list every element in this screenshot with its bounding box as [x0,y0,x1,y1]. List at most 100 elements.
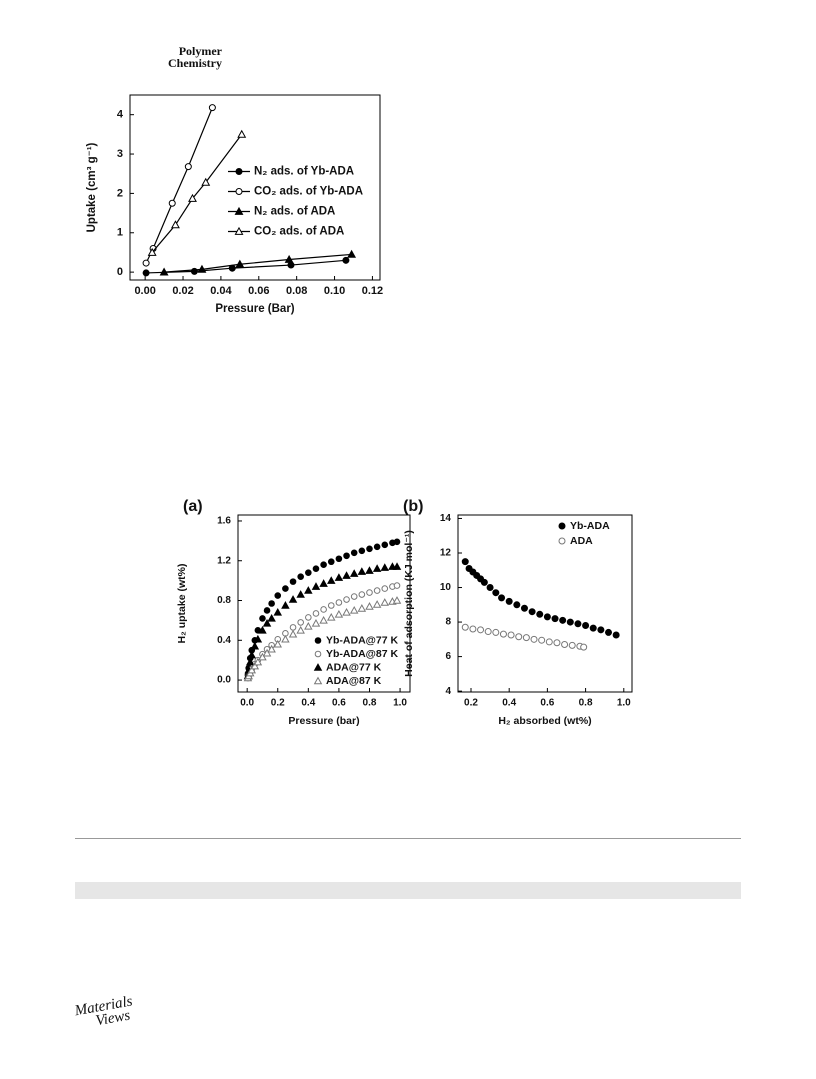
data-point [350,593,358,600]
data-point [147,247,157,256]
data-point [142,269,150,277]
data-point [343,596,350,603]
data-point [289,578,297,585]
data-point [208,104,216,112]
x-tick-label: 0.04 [210,285,232,297]
data-point [350,549,358,557]
legend-label: ADA@87 K [326,675,382,687]
data-point [296,590,305,598]
data-point [253,657,263,666]
legend-marker [235,168,243,175]
data-point [366,589,373,596]
data-point [247,650,257,659]
data-point [499,630,507,638]
data-point [381,585,389,592]
data-point [480,578,488,586]
data-point [358,591,366,598]
panel-label: (b) [403,498,423,515]
legend-marker [558,522,566,530]
data-point [568,641,576,649]
data-point [580,643,588,651]
x-tick-label: 1.0 [393,698,407,709]
data-point [492,628,500,636]
data-point [327,612,336,621]
data-point [284,254,294,263]
data-point [237,129,247,138]
data-point [259,615,266,622]
x-tick-label: 0.08 [286,285,307,297]
data-point [258,652,267,661]
data-point [349,606,359,614]
data-point [273,608,283,616]
legend-marker [234,206,244,215]
data-point [530,635,538,643]
y-tick-label: 10 [440,582,452,593]
data-point [380,598,390,606]
legend-label: Yb-ADA@87 K [326,648,398,660]
data-point [513,601,521,609]
data-point [334,573,344,581]
data-point [553,639,561,647]
data-point [334,610,344,618]
data-point [311,582,321,590]
data-point [393,538,401,546]
legend-marker [234,226,244,235]
legend-label: Yb-ADA@77 K [326,634,398,646]
y-tick-label: 4 [117,109,124,121]
y-tick-label: 1 [117,227,123,239]
x-tick-label: 0.8 [579,698,593,709]
plot-frame [457,514,633,693]
data-point [365,602,374,610]
publisher-logo: Views [95,1008,132,1030]
data-point [319,615,328,624]
x-axis-title: Pressure (bar) [288,715,359,727]
x-tick-label: 0.2 [464,698,478,709]
x-tick-label: 0.06 [248,285,269,297]
y-tick-label: 2 [117,187,123,199]
data-point [319,579,328,587]
data-point [469,625,477,633]
data-point [312,610,320,617]
data-point [559,616,567,624]
data-point [373,587,381,594]
data-point [545,638,553,646]
legend-label: ADA@77 K [326,661,382,673]
data-point [159,267,169,276]
plot-frame [237,514,411,693]
y-tick-label: 0.4 [217,635,231,646]
data-point [171,220,180,229]
data-point [282,585,289,592]
gray-bar [75,882,741,899]
y-tick-label: 12 [440,548,452,559]
data-point [597,626,605,634]
x-tick-label: 0.02 [172,285,193,297]
data-point [327,602,335,609]
legend-label: ADA [570,535,593,547]
data-point [392,562,402,570]
data-point [381,541,389,549]
data-point [515,633,523,641]
legend-label: CO₂ ads. of ADA [254,226,344,238]
data-point [296,625,305,634]
data-point [267,613,276,622]
data-point [327,576,336,584]
legend-label: N₂ ads. of ADA [254,206,335,218]
data-point [320,561,327,569]
data-point [357,567,367,575]
data-point [507,631,515,639]
series-line [151,134,243,253]
data-point [320,606,327,613]
data-point [349,569,359,577]
data-point [247,665,257,674]
data-point [366,545,373,553]
x-axis-title: H₂ absorbed (wt%) [498,715,591,727]
data-point [492,589,500,597]
legend-marker [558,537,566,545]
data-point [357,604,367,612]
data-point [201,177,211,186]
data-point [305,614,312,621]
x-axis-title: Pressure (Bar) [215,303,294,315]
data-point [566,618,574,626]
